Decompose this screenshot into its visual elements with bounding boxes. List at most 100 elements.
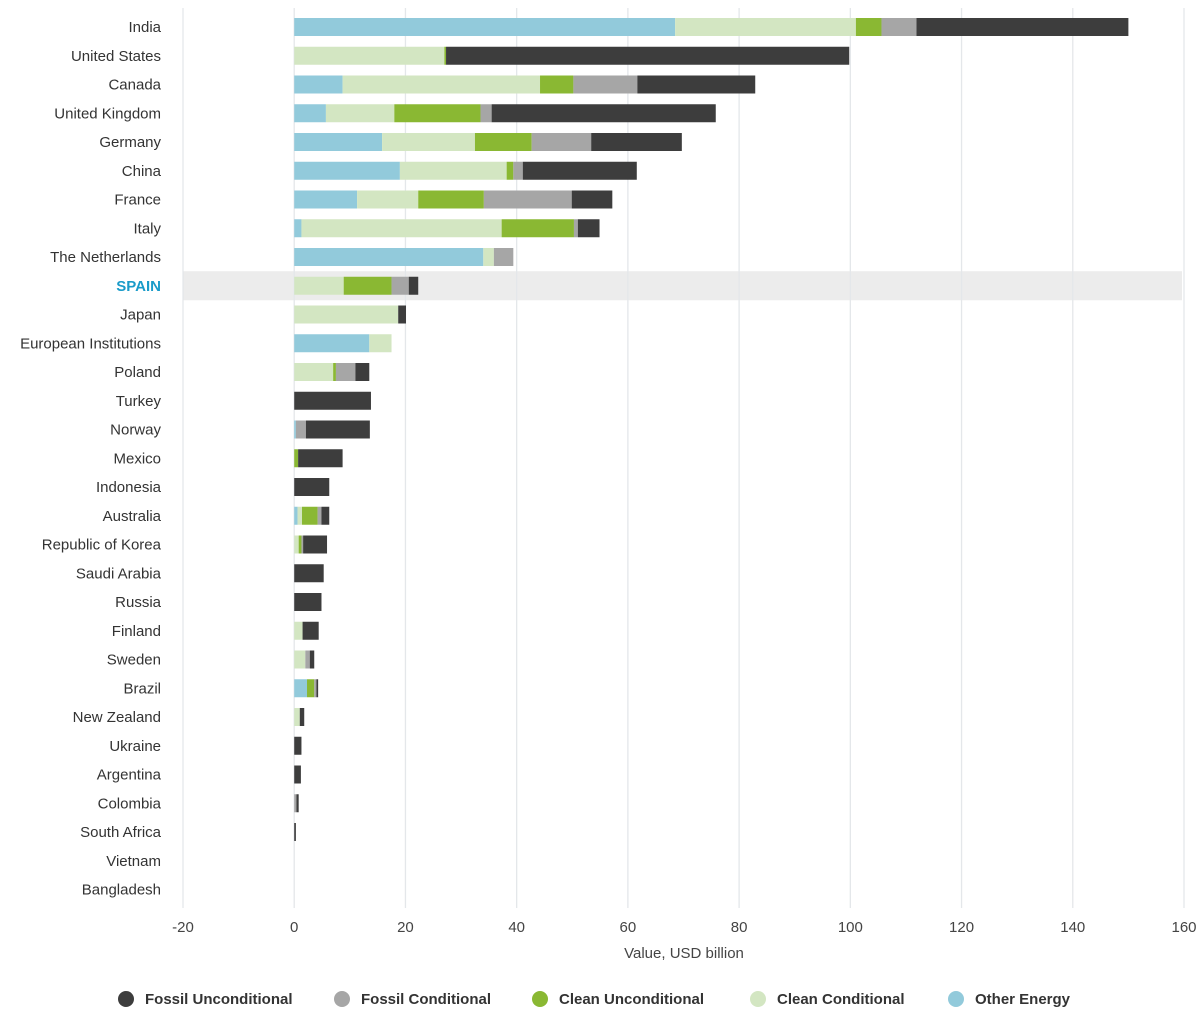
bar-segment <box>357 190 419 209</box>
bar-segment <box>297 506 303 525</box>
category-label: Canada <box>108 77 161 94</box>
legend-marker <box>750 991 766 1007</box>
bar-segment <box>480 104 492 123</box>
category-label: Argentina <box>97 767 162 784</box>
legend-marker <box>118 991 134 1007</box>
category-label: South Africa <box>80 824 162 841</box>
bar-segment <box>577 219 600 238</box>
category-label: Colombia <box>98 795 162 812</box>
category-label: Russia <box>115 594 162 611</box>
category-label: Vietnam <box>106 853 161 870</box>
category-label: China <box>122 163 162 180</box>
category-label: Italy <box>133 220 161 237</box>
bar-segment <box>294 794 297 813</box>
category-label: Bangladesh <box>82 882 161 899</box>
bar-segment <box>294 823 296 841</box>
bar-segment <box>298 535 302 554</box>
bar-segment <box>369 334 392 353</box>
x-tick-label: 160 <box>1171 919 1196 936</box>
bar-segment <box>321 506 330 525</box>
legend-marker <box>532 991 548 1007</box>
bar-segment <box>294 420 296 439</box>
bar-segment <box>299 708 305 726</box>
bar-segment <box>855 18 882 36</box>
bar-segment <box>444 46 447 65</box>
bar-segment <box>302 621 319 640</box>
category-label: France <box>114 192 161 209</box>
category-label: Australia <box>103 508 162 525</box>
category-label: Sweden <box>107 652 161 669</box>
bar-segment <box>382 133 475 151</box>
bar-segment <box>335 363 356 381</box>
category-label: India <box>128 19 161 36</box>
legend-label: Fossil Unconditional <box>145 991 293 1008</box>
bar-segment <box>316 679 319 698</box>
bar-segment <box>294 219 302 238</box>
bar-segment <box>294 391 371 410</box>
x-tick-label: -20 <box>172 919 194 936</box>
legend-label: Other Energy <box>975 991 1071 1008</box>
bar-segment <box>303 535 328 554</box>
bar-segment <box>493 248 514 266</box>
legend-marker <box>948 991 964 1007</box>
bar-segment <box>325 104 395 123</box>
category-label: Turkey <box>116 393 162 410</box>
bar-segment <box>295 420 306 439</box>
bar-segment <box>391 276 409 295</box>
bar-segment <box>333 363 336 381</box>
x-axis-title: Value, USD billion <box>624 945 744 962</box>
x-tick-label: 60 <box>620 919 637 936</box>
bar-segment <box>637 75 756 94</box>
bar-segment <box>296 794 299 813</box>
x-tick-label: 100 <box>838 919 863 936</box>
bar-segment <box>491 104 716 123</box>
category-label: SPAIN <box>116 278 161 295</box>
bar-segment <box>573 219 578 238</box>
category-label: The Netherlands <box>50 249 161 266</box>
x-tick-label: 20 <box>397 919 414 936</box>
category-label: Norway <box>110 422 161 439</box>
x-tick-label: 120 <box>949 919 974 936</box>
category-label: United States <box>71 48 161 65</box>
bar-segment <box>294 248 484 266</box>
legend-marker <box>334 991 350 1007</box>
x-tick-label: 80 <box>731 919 748 936</box>
category-labels: India United States Canada United Kingdom Ge… <box>20 19 162 899</box>
bar-segment <box>506 161 514 180</box>
bar-segment <box>294 708 300 726</box>
legend-label: Clean Conditional <box>777 991 905 1008</box>
bar-segment <box>294 535 299 554</box>
bar-segment <box>881 18 917 36</box>
bar-segment <box>294 449 299 468</box>
bar-segment <box>294 736 302 755</box>
bar-segment <box>294 650 306 669</box>
bar-segment <box>294 334 370 353</box>
bar-segment <box>305 650 310 669</box>
bar-segment <box>591 133 682 151</box>
bar-segment <box>675 18 856 36</box>
bar-segment <box>540 75 574 94</box>
bar-segment <box>916 18 1129 36</box>
bar-segment <box>571 190 613 209</box>
category-label: European Institutions <box>20 335 161 352</box>
bar-segment <box>309 650 315 669</box>
bar-segment <box>573 75 638 94</box>
bar-segment <box>305 420 370 439</box>
bar-segment <box>294 363 334 381</box>
legend-label: Fossil Conditional <box>361 991 491 1008</box>
category-label: Brazil <box>123 680 161 697</box>
bar-segment <box>446 46 850 65</box>
bar-segment <box>294 765 301 784</box>
bar-segment <box>298 449 343 468</box>
category-label: Poland <box>114 364 161 381</box>
bar-segment <box>513 161 523 180</box>
bar-segment <box>294 305 399 324</box>
bar-segment <box>294 593 322 611</box>
bar-segment <box>522 161 637 180</box>
bar-segment <box>483 190 572 209</box>
bar-segment <box>294 276 344 295</box>
bar-segment <box>474 133 532 151</box>
category-label: United Kingdom <box>54 105 161 122</box>
